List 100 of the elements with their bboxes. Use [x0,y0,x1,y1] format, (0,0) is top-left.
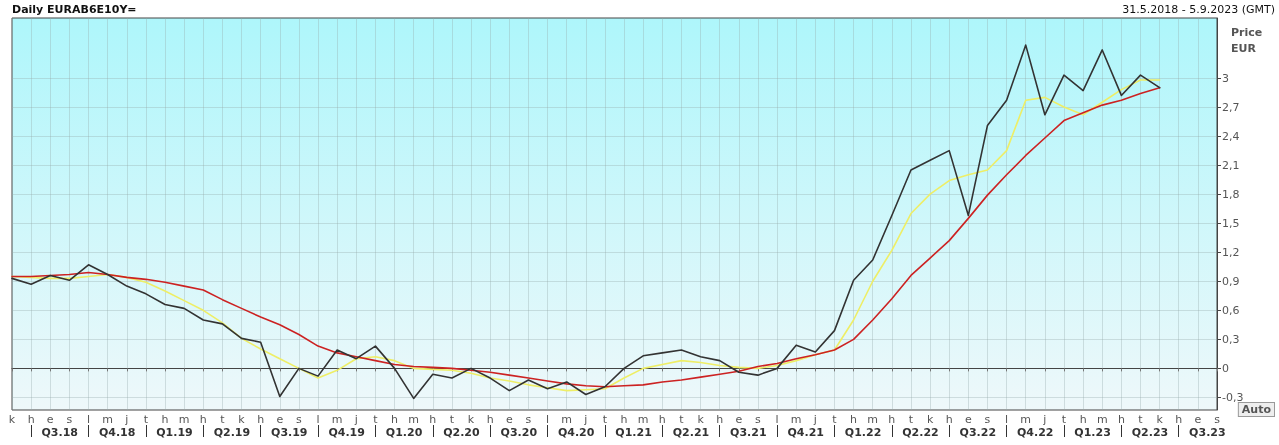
y-tick-label: 2,4 [1222,129,1240,143]
text: Auto [1241,403,1272,416]
x-tick-label: s [984,413,991,426]
y-tick-label: 0 [1222,361,1229,375]
x-tick-label: t [143,413,149,426]
y-tick-label: 1,5 [1222,216,1240,230]
text: Q3.20 [500,426,538,439]
y-tick-label: 0,6 [1222,303,1240,317]
x-tick-label: l [775,413,779,426]
x-tick-label: t [832,413,838,426]
text: Q1.21 [615,426,652,439]
x-tick-label: s [296,413,303,426]
y-tick-label: 1,2 [1222,245,1240,259]
text: Q2.20 [443,426,481,439]
x-tick-label: h [391,413,399,426]
x-tick-label: m [1096,413,1108,426]
x-tick-label: h [888,413,896,426]
x-tick-label: h [161,413,169,426]
x-tick-label: h [1079,413,1087,426]
x-tick-label: k [8,413,16,426]
text: Q4.19 [328,426,365,439]
y-tick-label: 0,9 [1222,274,1240,288]
x-tick-label: m [408,413,420,426]
text: Q2.23 [1131,426,1169,439]
y-tick-label: 0,3 [1222,332,1240,346]
x-tick-label: m [331,413,343,426]
x-tick-label: k [697,413,705,426]
text: Q2.19 [213,426,251,439]
x-tick-label: m [178,413,190,426]
x-tick-label: j [812,413,817,426]
x-tick-label: m [561,413,573,426]
y-tick-label: -0,3 [1222,390,1244,404]
x-tick-label: e [964,413,972,426]
x-tick-label: h [257,413,265,426]
x-tick-label: e [1194,413,1202,426]
x-tick-label: m [102,413,113,426]
y-tick-label: 2,1 [1222,158,1240,172]
x-tick-label: h [945,413,953,426]
x-tick-label: h [620,413,628,426]
text: Q2.21 [672,426,710,439]
x-tick-label: s [66,413,73,426]
x-tick-label: l [546,413,550,426]
x-tick-label: m [1020,413,1032,426]
x-tick-label: h [1117,413,1125,426]
x-tick-label: s [755,413,762,426]
x-tick-label: h [429,413,437,426]
x-tick-label: t [602,413,608,426]
x-tick-label: e [46,413,54,426]
x-tick-label: s [525,413,532,426]
text: Q1.20 [385,426,423,439]
y-tick-label: 3 [1222,71,1229,85]
x-tick-label: e [735,413,743,426]
x-tick-label: h [658,413,666,426]
text: Q3.19 [271,426,308,439]
text: Q4.20 [557,426,595,439]
text: Q1.23 [1074,426,1111,439]
x-tick-label: l [86,413,91,426]
text: Q4.22 [1016,426,1054,439]
x-tick-label: l [1005,413,1009,426]
x-tick-label: k [1156,413,1164,426]
x-tick-label: h [199,413,207,426]
x-tick-label: h [716,413,724,426]
chart-subtitle: 31.5.2018 - 5.9.2023 (GMT) [1122,3,1276,16]
x-tick-label: m [790,413,802,426]
x-tick-label: s [1214,413,1221,426]
x-tick-label: t [373,413,379,426]
x-tick-label: t [1138,413,1144,426]
x-tick-label: j [583,413,588,426]
y-tick-label: 2,7 [1222,100,1240,114]
x-tick-label: k [467,413,475,426]
y-axis-title: Price EUR [1231,25,1267,55]
x-tick-label: t [679,413,685,426]
x-tick-label: m [867,413,879,426]
x-tick-label: t [220,413,226,426]
text: Q3.22 [959,426,997,439]
x-tick-label: m [637,413,649,426]
x-tick-label: h [486,413,494,426]
x-tick-label: l [316,413,320,426]
text: Q2.22 [902,426,939,439]
chart-title: Daily EURAB6E10Y= [12,3,137,16]
x-tick-label: e [276,413,284,426]
text: Q3.23 [1189,426,1226,439]
text: Q3.18 [41,426,78,439]
x-tick-label: t [908,413,914,426]
x-tick-label: t [1061,413,1067,426]
x-tick-label: k [926,413,934,426]
x-tick-label: j [124,413,129,426]
text: Q1.22 [844,426,882,439]
text: Q1.19 [156,426,193,439]
text: Q4.21 [787,426,824,439]
x-tick-label: e [505,413,513,426]
x-tick-label: j [353,413,358,426]
y-tick-label: 1,8 [1222,187,1240,201]
text: Q3.21 [730,426,767,439]
x-tick-label: t [449,413,455,426]
x-tick-label: h [850,413,858,426]
text: Q4.18 [98,426,136,439]
x-tick-label: h [27,413,35,426]
x-tick-label: j [1042,413,1047,426]
x-tick-label: h [1175,413,1183,426]
